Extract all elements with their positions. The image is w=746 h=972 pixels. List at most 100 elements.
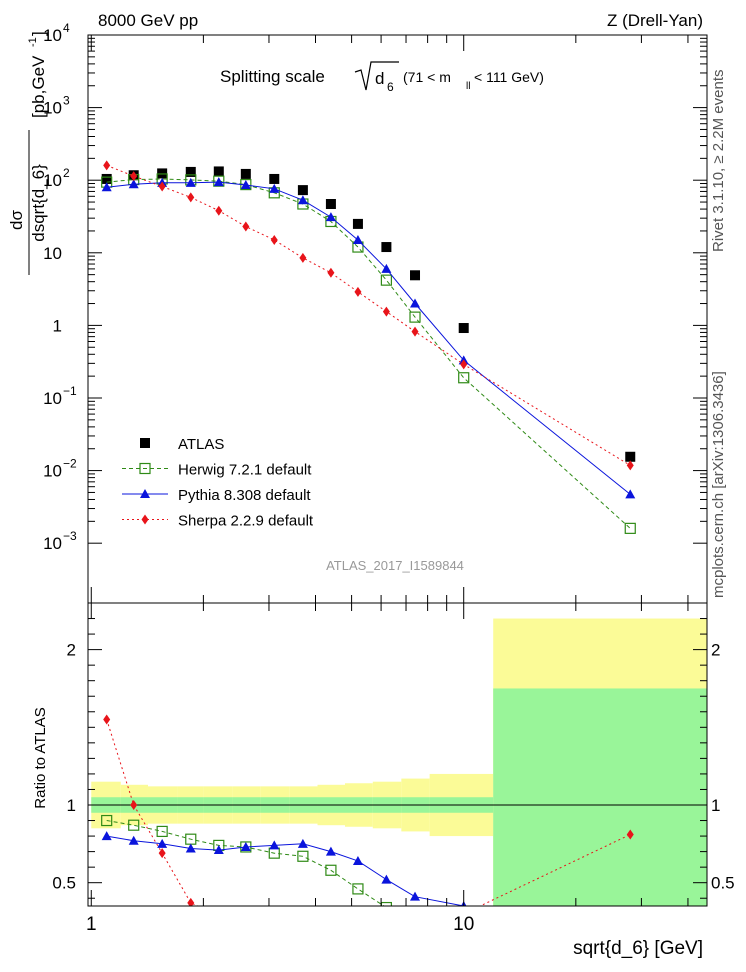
main-series [101, 160, 636, 534]
title-cut-close: < 111 GeV) [474, 69, 544, 85]
data-point [327, 267, 335, 278]
data-point [409, 311, 421, 323]
data-point [297, 195, 308, 205]
mcplots-label: mcplots.cern.ch [arXiv:1306.3436] [710, 371, 727, 598]
title-cut-sub: ll [466, 81, 470, 92]
y-tick-exponent: −3 [63, 529, 77, 543]
ylabel-den: dsqrt{d_6} [29, 164, 48, 242]
y-tick-exponent: −2 [63, 457, 77, 471]
data-point [325, 199, 336, 210]
data-point [215, 205, 223, 216]
ratio-point [130, 800, 138, 810]
legend-marker [141, 514, 149, 525]
y-tick-label: 10 [43, 244, 62, 263]
ratio-tick-label: 2 [67, 641, 76, 660]
ratio-point [352, 855, 363, 865]
ratio-series [101, 714, 634, 906]
y-tick-exponent: 2 [63, 166, 70, 180]
data-point [269, 173, 280, 184]
data-point [130, 171, 138, 182]
ratio-point [380, 901, 392, 906]
y-tick-label: 10 [43, 534, 62, 553]
data-point [325, 212, 336, 222]
ratio-point [128, 819, 140, 831]
y-tick-label: 10 [43, 26, 62, 45]
data-point [213, 177, 224, 187]
x-axis-ticks: 1 10 [86, 35, 689, 935]
ratio-point [158, 848, 166, 859]
data-point [410, 270, 421, 281]
y-tick-label: 1 [53, 316, 62, 335]
sqrt-symbol [354, 61, 399, 91]
ratio-line [106, 835, 475, 906]
legend-label: ATLAS [178, 436, 224, 453]
ratio-point [297, 838, 308, 848]
data-point [354, 286, 362, 297]
ratio-point [101, 831, 112, 841]
ratio-series-group [101, 714, 634, 906]
data-point [460, 359, 468, 370]
data-point [240, 168, 251, 179]
ratio-point [101, 814, 113, 827]
ratio-axis-ticks: 0.5 0.5 1 1 2 2 [52, 618, 735, 899]
ratio-point [269, 840, 280, 850]
legend: ATLAS Herwig 7.2.1 default Pythia 8.308 de… [122, 436, 314, 530]
data-point [352, 218, 363, 229]
ratio-point [240, 841, 251, 851]
data-point [185, 177, 196, 187]
ylabel-num: dσ [7, 210, 26, 230]
y-tick-label: 10 [43, 99, 62, 118]
data-point [380, 274, 392, 286]
ratio-point [352, 883, 364, 895]
y-tick-exponent: −1 [63, 384, 77, 398]
data-point [410, 298, 421, 308]
title-main: Splitting scale [220, 67, 325, 86]
data-point [625, 451, 636, 462]
data-point [101, 182, 112, 192]
data-point [299, 252, 307, 263]
legend-marker [140, 489, 150, 498]
ratio-line [106, 719, 631, 906]
data-point [458, 372, 470, 384]
ratio-tick-label: 0.5 [52, 874, 76, 893]
legend-label: Pythia 8.308 default [178, 487, 311, 504]
y-tick-exponent: 3 [63, 94, 70, 108]
y-axis-label: dσ dsqrt{d_6} [pb,GeV -1 ] [7, 31, 48, 275]
legend-item: Pythia 8.308 default [122, 487, 311, 504]
data-point [381, 263, 392, 273]
ratio-point [128, 835, 139, 845]
data-point [158, 181, 166, 192]
ratio-point [381, 874, 392, 884]
ratio-tick-label-right: 0.5 [711, 874, 735, 893]
header-right: Z (Drell-Yan) [607, 11, 703, 30]
ratio-ylabel: Ratio to ATLAS [32, 707, 49, 808]
ylabel-unit: [pb,GeV [29, 55, 48, 118]
data-point [269, 183, 280, 193]
series-0 [101, 166, 636, 462]
ratio-line [106, 820, 385, 906]
data-point [240, 179, 251, 189]
data-point [213, 175, 225, 187]
series-line [106, 181, 631, 495]
y-tick-label: 10 [43, 171, 62, 190]
legend-item: ATLAS [140, 436, 224, 453]
data-point [382, 306, 390, 317]
header-left: 8000 GeV pp [98, 11, 198, 30]
legend-item: Sherpa 2.2.9 default [122, 513, 314, 530]
ratio-band-inner [493, 688, 707, 906]
legend-marker [140, 438, 150, 448]
ratio-frame [87, 602, 708, 907]
x-tick-label: 10 [453, 914, 474, 935]
y-tick-label: 10 [43, 389, 62, 408]
x-axis-label: sqrt{d_6} [GeV] [573, 938, 703, 959]
ratio-point [187, 897, 195, 906]
plot-title: Splitting scale d 6 (71 < m ll < 111 GeV… [220, 61, 544, 94]
data-point [381, 242, 392, 253]
ratio-point [297, 850, 309, 862]
ylabel-exp: -1 [27, 37, 39, 47]
legend-label: Herwig 7.2.1 default [178, 462, 312, 479]
ratio-point [325, 846, 336, 856]
